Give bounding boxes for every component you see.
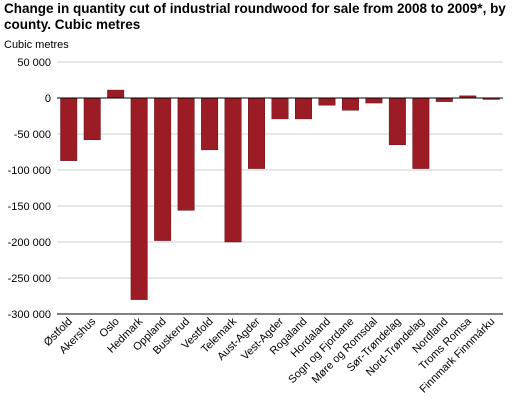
bar-rogaland xyxy=(295,97,312,120)
y-tick-label: -300 000 xyxy=(8,309,51,321)
bar-m-re-og-romsdal xyxy=(365,97,383,104)
y-tick-labels: 50 000 0 -50 000 -100 000 -150 000 -200 000 -2… xyxy=(8,57,51,321)
bar-s-r-tr-ndelag xyxy=(388,97,406,146)
bar-buskerud xyxy=(177,97,195,211)
bar-telemark xyxy=(224,97,242,243)
bar-vestfold xyxy=(201,97,219,151)
chart-title: Change in quantity cut of industrial rou… xyxy=(4,1,506,32)
bar-sogn-og-fjordane xyxy=(341,97,359,111)
bar--stfold xyxy=(60,97,78,161)
y-tick-label: 50 000 xyxy=(17,57,51,69)
y-tick-label: 0 xyxy=(45,93,51,105)
bar-vest-agder xyxy=(271,97,289,120)
bar-hordaland xyxy=(318,97,336,106)
bar-nordland xyxy=(435,97,453,102)
bar-aust-agder xyxy=(248,97,265,169)
bar-hedmark xyxy=(130,97,148,300)
bar-oppland xyxy=(154,97,172,241)
y-axis-unit-label: Cubic metres xyxy=(4,39,69,51)
bar-oslo xyxy=(107,89,125,99)
x-tick-labels: ØstfoldAkershusOsloHedmarkOpplandBuskeru… xyxy=(42,315,498,395)
bar-nord-tr-ndelag xyxy=(412,97,430,169)
bar-akershus xyxy=(83,97,101,141)
y-tick-label: -200 000 xyxy=(8,237,51,249)
y-tick-label: -100 000 xyxy=(8,165,51,177)
y-tick-label: -150 000 xyxy=(8,201,51,213)
bars xyxy=(60,89,500,300)
y-tick-label: -250 000 xyxy=(8,273,51,285)
y-tick-label: -50 000 xyxy=(14,129,51,141)
